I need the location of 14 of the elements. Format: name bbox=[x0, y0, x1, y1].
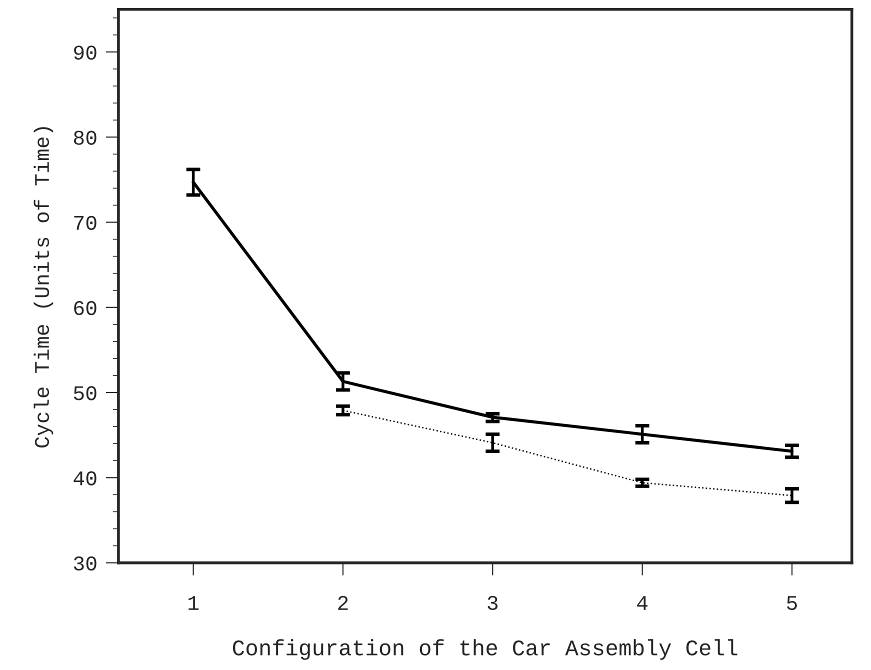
y-tick-label: 50 bbox=[74, 386, 96, 400]
x-tick-label: 3 bbox=[488, 596, 498, 610]
y-tick-label: 40 bbox=[74, 471, 96, 486]
y-axis-title: Cycle Time (Units of Time) bbox=[34, 127, 54, 448]
y-tick-label: 70 bbox=[74, 216, 96, 230]
x-tick-label: 1 bbox=[188, 596, 199, 610]
y-tick-label: 90 bbox=[74, 46, 96, 60]
x-tick-label: 5 bbox=[787, 596, 797, 610]
x-tick-label: 2 bbox=[338, 596, 348, 610]
x-axis-title: Configuration of the Car Assembly Cell bbox=[232, 639, 738, 660]
x-tick-label: 4 bbox=[637, 596, 648, 610]
y-tick-label: 60 bbox=[74, 300, 96, 316]
y-tick-label: 80 bbox=[74, 130, 96, 145]
y-tick-label: 30 bbox=[74, 556, 96, 571]
